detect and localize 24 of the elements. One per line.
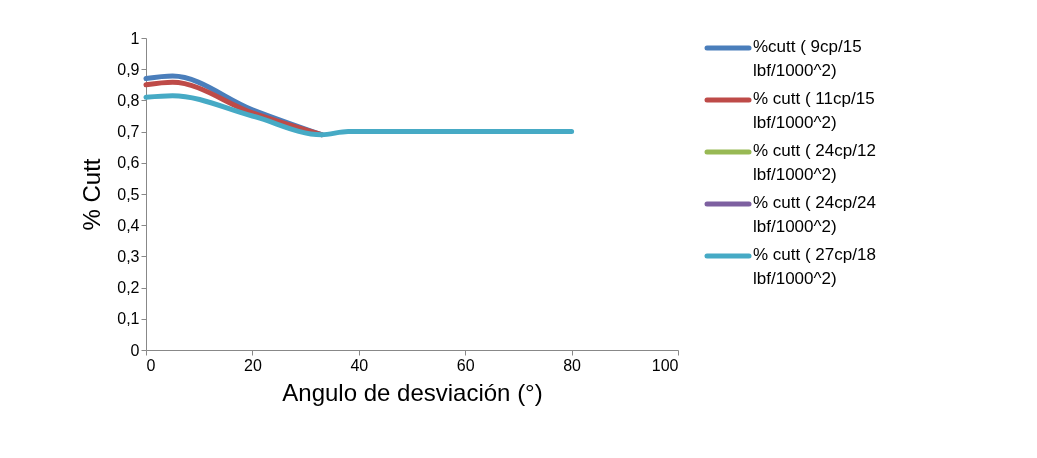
x-tick-label: 20: [244, 356, 262, 374]
y-tick-label: 0,8: [117, 91, 140, 109]
y-tick-label: 0,5: [117, 185, 140, 203]
x-tick-label: 80: [563, 356, 582, 374]
y-tick-label: 0,6: [117, 154, 140, 172]
y-tick-label: 0,3: [117, 247, 140, 265]
y-axis-title: % Cutt: [78, 158, 106, 231]
y-tick-label: 0,9: [117, 60, 140, 78]
y-tick-label: 0,7: [117, 123, 140, 141]
legend-label: % cutt ( 27cp/18 lbf/1000^2): [753, 245, 876, 288]
x-tick-label: 60: [456, 356, 475, 374]
x-tick-label: 40: [350, 356, 369, 374]
legend-label: %cutt ( 9cp/15 lbf/1000^2): [753, 37, 862, 80]
x-axis-title: Angulo de desviación (°): [282, 378, 543, 406]
x-tick-label: 100: [651, 356, 679, 374]
y-tick-label: 0: [130, 341, 140, 359]
x-tick-label: 0: [146, 356, 156, 374]
legend-label: % cutt ( 11cp/15 lbf/1000^2): [753, 89, 875, 132]
y-tick-label: 0,4: [117, 216, 140, 234]
legend-label: % cutt ( 24cp/12 lbf/1000^2): [753, 141, 876, 184]
y-tick-label: 0,2: [117, 279, 140, 297]
legend-label: % cutt ( 24cp/24 lbf/1000^2): [753, 193, 876, 236]
y-tick-label: 1: [130, 29, 140, 47]
y-tick-label: 0,1: [117, 310, 140, 328]
